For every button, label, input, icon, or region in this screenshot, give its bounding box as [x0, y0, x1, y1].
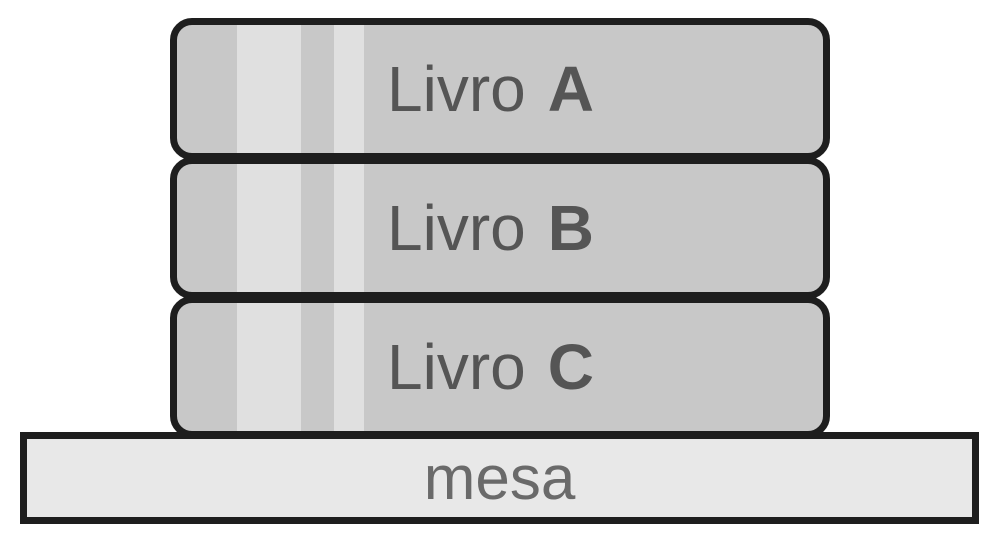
table-label: mesa	[423, 443, 576, 513]
book-label: Livro C	[387, 303, 594, 431]
book-word: Livro	[387, 331, 526, 403]
spine-stripe	[237, 303, 301, 431]
book-word: Livro	[387, 53, 526, 125]
book-letter: A	[547, 53, 594, 125]
book-word: Livro	[387, 192, 526, 264]
spine-stripe	[334, 164, 364, 292]
spine-stripe	[334, 25, 364, 153]
book-label: Livro B	[387, 164, 594, 292]
spine-stripe	[334, 303, 364, 431]
book-a: Livro A	[170, 18, 830, 160]
spine-stripe	[237, 164, 301, 292]
spine-stripe	[237, 25, 301, 153]
book-label: Livro A	[387, 25, 594, 153]
book-letter: B	[547, 192, 594, 264]
table: mesa	[20, 432, 979, 524]
book-b: Livro B	[170, 157, 830, 299]
book-c: Livro C	[170, 296, 830, 438]
book-letter: C	[547, 331, 594, 403]
